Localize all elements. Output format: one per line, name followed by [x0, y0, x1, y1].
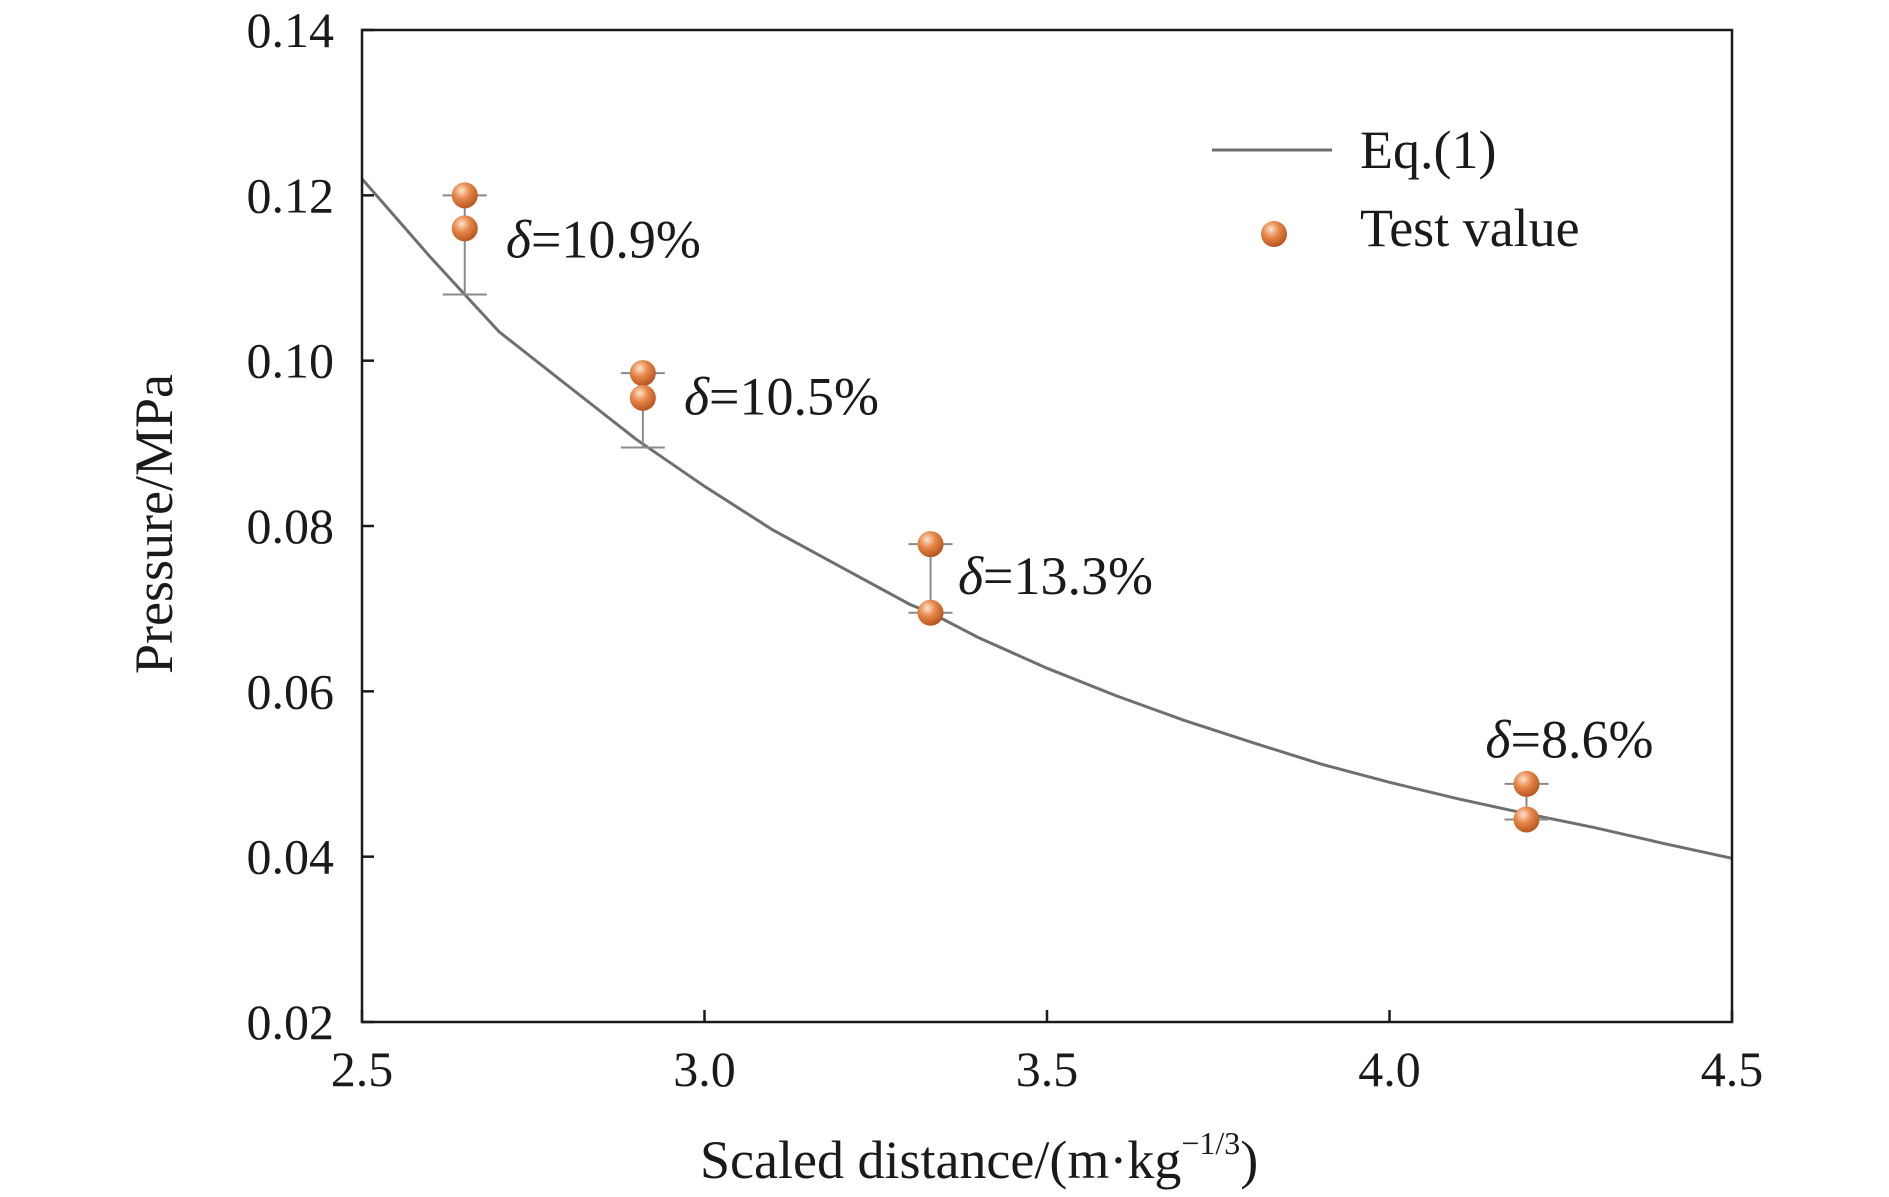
delta-value: =13.3%: [983, 546, 1153, 606]
delta-label-2: δ=13.3%: [958, 546, 1153, 606]
legend-label-eq1: Eq.(1): [1360, 120, 1496, 180]
delta-value: =8.6%: [1511, 709, 1654, 769]
delta-symbol: δ: [1485, 709, 1511, 769]
delta-label-0: δ=10.9%: [506, 209, 701, 269]
legend: Eq.(1) Test value: [1212, 120, 1580, 258]
test-value-point-0: [451, 182, 478, 209]
plot-frame: [360, 28, 1734, 1024]
x-tick-label-0: 2.5: [331, 1041, 394, 1097]
axes: 2.5 3.0 3.5 4.0 4.5 0.02 0.04 0.06 0.08 0.10 0.12 0…: [247, 2, 1764, 1097]
delta-symbol: δ: [958, 546, 984, 606]
test-value-point-4: [917, 531, 944, 558]
x-axis-title-end: ): [1240, 1130, 1258, 1190]
y-tick-label-3: 0.08: [247, 498, 335, 554]
test-value-point-7: [1513, 806, 1540, 833]
plot-area: [360, 177, 1733, 860]
y-tick-label-6: 0.14: [247, 2, 335, 58]
test-value-point-2: [629, 360, 656, 387]
delta-symbol: δ: [684, 366, 710, 426]
legend-sphere-marker: [1261, 221, 1287, 247]
x-axis-title-exponent: −1/3: [1181, 1125, 1240, 1161]
y-tick-label-0: 0.02: [247, 994, 335, 1050]
x-tick-label-4: 4.5: [1701, 1041, 1764, 1097]
test-value-point-1: [451, 215, 478, 242]
delta-labels: δ=10.9%δ=10.5%δ=13.3%δ=8.6%: [506, 209, 1654, 769]
delta-label-3: δ=8.6%: [1485, 709, 1653, 769]
test-value-point-5: [917, 599, 944, 626]
test-value-point-6: [1513, 770, 1540, 797]
y-tick-label-1: 0.04: [247, 829, 335, 885]
y-axis-title: Pressure/MPa: [124, 374, 184, 674]
eq1-curve: [360, 177, 1733, 860]
test-value-points: [451, 182, 1540, 833]
y-tick-label-4: 0.10: [247, 333, 335, 389]
error-bars: [442, 194, 1549, 821]
x-axis-title: Scaled distance/(m·kg−1/3): [700, 1125, 1258, 1190]
delta-symbol: δ: [506, 209, 532, 269]
delta-label-1: δ=10.5%: [684, 366, 879, 426]
y-tick-label-2: 0.06: [247, 663, 335, 719]
y-tick-label-5: 0.12: [247, 167, 335, 223]
delta-value: =10.5%: [709, 366, 879, 426]
x-tick-label-1: 3.0: [673, 1041, 736, 1097]
delta-value: =10.9%: [531, 209, 701, 269]
x-tick-label-3: 4.0: [1358, 1041, 1421, 1097]
x-tick-label-2: 3.5: [1016, 1041, 1079, 1097]
test-value-point-3: [629, 384, 656, 411]
legend-label-test-value: Test value: [1360, 198, 1580, 258]
x-axis-title-main: Scaled distance/(m·kg: [700, 1130, 1181, 1190]
